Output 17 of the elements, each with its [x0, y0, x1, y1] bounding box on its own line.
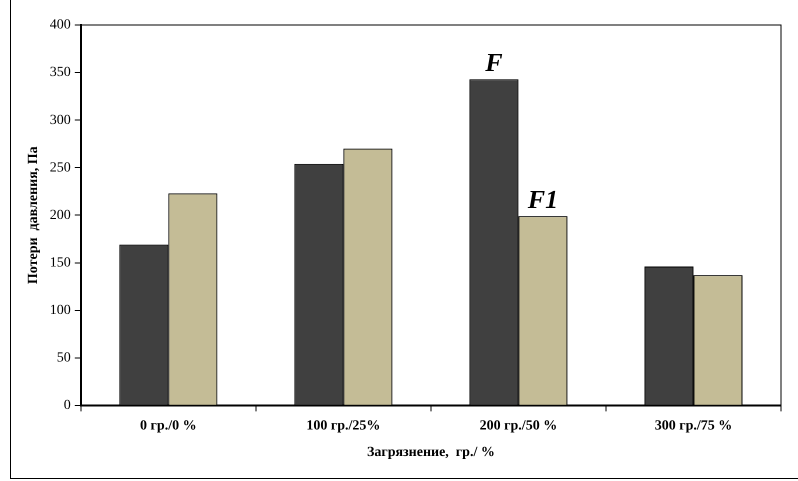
x-tick-label: 300 гр./75 % [654, 418, 732, 434]
x-tick-label: 200 гр./50 % [480, 418, 558, 434]
y-tick-label: 100 [50, 302, 71, 318]
y-tick-label: 50 [56, 350, 71, 366]
annotation: F [484, 48, 503, 77]
y-tick-label: 400 [50, 18, 71, 33]
y-axis-title: Потери давления, Па [26, 146, 42, 284]
x-tick-label: 100 гр./25% [306, 418, 380, 434]
x-axis-title: Загрязнение, гр./ % [366, 445, 495, 460]
y-tick-label: 350 [50, 65, 71, 80]
y-tick-label: 300 [50, 112, 71, 128]
y-tick-label: 200 [50, 208, 71, 223]
annotation: F1 [526, 184, 558, 214]
y-tick-label: 250 [50, 160, 71, 176]
y-tick-label: 150 [50, 255, 71, 270]
x-tick-label: 0 гр./0 % [140, 418, 197, 434]
y-tick-label: 0 [64, 398, 71, 414]
